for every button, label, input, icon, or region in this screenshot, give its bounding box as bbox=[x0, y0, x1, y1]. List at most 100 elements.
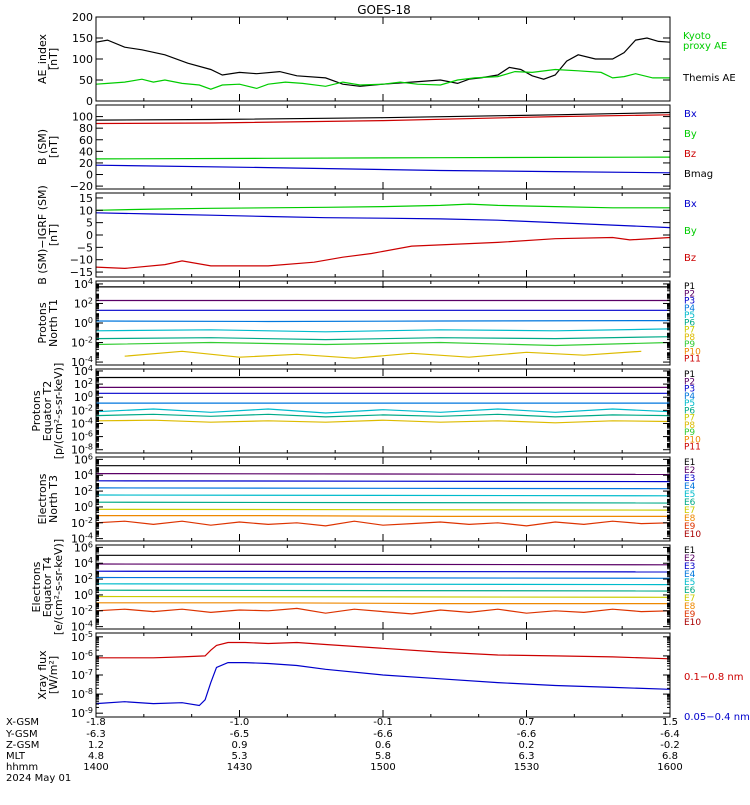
legend-entry: E2 bbox=[684, 466, 695, 476]
time-axis-tick-label: -6.6 bbox=[517, 729, 537, 740]
y-tick-label: 104 bbox=[74, 277, 93, 291]
legend-entry: E9 bbox=[684, 522, 696, 532]
y-axis-label: [W/m²] bbox=[47, 656, 60, 694]
legend-entry: P3 bbox=[684, 297, 695, 307]
legend-entry: E1 bbox=[684, 546, 695, 556]
series-line-e8 bbox=[96, 602, 670, 605]
series-line-e4 bbox=[95, 487, 671, 490]
y-tick-label: 106 bbox=[74, 540, 93, 554]
y-tick-label: 10-7 bbox=[71, 668, 93, 682]
legend-entry: P11 bbox=[684, 355, 701, 365]
legend-entry: Bx bbox=[684, 199, 697, 210]
legend-entry: P2 bbox=[684, 289, 695, 299]
series-line-by bbox=[95, 156, 671, 160]
series-line-p6 bbox=[95, 336, 671, 341]
series-line-e9 bbox=[95, 607, 671, 615]
time-axis-tick-label: 1.2 bbox=[88, 740, 104, 751]
legend-entry: P4 bbox=[684, 392, 695, 402]
y-tick-label: −10 bbox=[70, 254, 93, 267]
legend-entry: 0.05−0.4 nm bbox=[684, 712, 750, 723]
y-tick-label: 10-6 bbox=[71, 430, 93, 444]
legend-entry: P6 bbox=[684, 406, 695, 416]
series-line-e4 bbox=[95, 576, 671, 579]
panel-legend: Bx By Bz bbox=[684, 199, 697, 264]
axis-row-label: 2024 May 01 bbox=[6, 773, 71, 784]
legend-entry: P10 bbox=[684, 435, 701, 445]
legend-entry: E9 bbox=[684, 610, 696, 620]
legend-entry: E8 bbox=[684, 602, 696, 612]
legend-entry: P5 bbox=[684, 399, 695, 409]
legend-entry: E8 bbox=[684, 514, 696, 524]
y-tick-label: 20 bbox=[79, 157, 93, 170]
legend-entry: E10 bbox=[684, 618, 701, 628]
series-line-kyoto-proxy-ae bbox=[95, 68, 670, 90]
y-axis-label: North T3 bbox=[47, 475, 60, 523]
series-line-bx bbox=[95, 212, 671, 229]
legend-entry: 0.1−0.8 nm bbox=[684, 672, 743, 683]
y-tick-label: 0 bbox=[86, 169, 93, 182]
axis-row-label: MLT bbox=[6, 751, 26, 762]
series-line-e3 bbox=[95, 570, 671, 573]
y-tick-label: 100 bbox=[72, 111, 93, 124]
y-axis-label: North T1 bbox=[47, 299, 60, 347]
y-tick-label: 10-4 bbox=[71, 416, 93, 430]
series-line-bz bbox=[95, 236, 671, 270]
legend-entry: P8 bbox=[684, 421, 695, 431]
time-axis-tick-label: 1500 bbox=[370, 762, 395, 773]
y-tick-label: 80 bbox=[79, 122, 93, 135]
legend-entry: By bbox=[684, 226, 697, 237]
legend-entry: P4 bbox=[684, 304, 695, 314]
y-tick-label: 15 bbox=[79, 192, 93, 205]
series-line-e7 bbox=[95, 595, 671, 598]
y-tick-label: 10-2 bbox=[71, 403, 93, 417]
y-tick-label: 104 bbox=[74, 468, 93, 482]
y-tick-label: 102 bbox=[74, 572, 93, 586]
series-line-p8 bbox=[124, 350, 642, 359]
legend-entry: E4 bbox=[684, 482, 696, 492]
series-line-themis-ae bbox=[95, 37, 671, 87]
y-tick-label: 200 bbox=[72, 11, 93, 24]
series-line-bx bbox=[95, 164, 671, 174]
y-tick-label: 100 bbox=[74, 500, 93, 514]
y-axis-label: Protons bbox=[30, 390, 43, 431]
y-axis-label: Xray flux bbox=[36, 650, 49, 700]
axis-row-label: hhmm bbox=[6, 762, 38, 773]
time-axis-tick-label: 0.7 bbox=[519, 717, 535, 728]
y-axis-label: [nT] bbox=[47, 48, 60, 70]
y-tick-label: 50 bbox=[79, 74, 93, 87]
series-line-e6 bbox=[95, 501, 671, 504]
legend-entry: Bx bbox=[684, 109, 697, 120]
series-line-e2 bbox=[95, 563, 671, 566]
legend-entry: Bz bbox=[684, 253, 696, 264]
legend-entry: P5 bbox=[684, 311, 695, 321]
series-line-0-05-0-4-nm bbox=[95, 662, 671, 707]
time-axis-tick-label: 5.8 bbox=[375, 751, 391, 762]
legend-entry: E3 bbox=[684, 562, 695, 572]
time-axis-tick-label: -1.8 bbox=[86, 717, 106, 728]
y-tick-label: 106 bbox=[74, 452, 93, 466]
y-tick-label: 100 bbox=[74, 316, 93, 330]
legend-entry: P6 bbox=[684, 318, 695, 328]
y-tick-label: 10-4 bbox=[71, 355, 93, 369]
y-axis-label: Electrons bbox=[36, 473, 49, 524]
series-line-e3 bbox=[95, 480, 671, 483]
time-axis-tick-label: -6.6 bbox=[373, 729, 393, 740]
series-line-p6 bbox=[95, 413, 671, 418]
series-line-e6 bbox=[95, 589, 671, 592]
y-tick-label: 102 bbox=[74, 484, 93, 498]
y-tick-label: 10-6 bbox=[71, 649, 93, 663]
legend-entry: P9 bbox=[684, 428, 695, 438]
panel-legend: 0.1−0.8 nm 0.05−0.4 nm bbox=[684, 672, 750, 723]
y-tick-label: −20 bbox=[70, 180, 93, 193]
axis-row-label: X-GSM bbox=[6, 717, 39, 728]
